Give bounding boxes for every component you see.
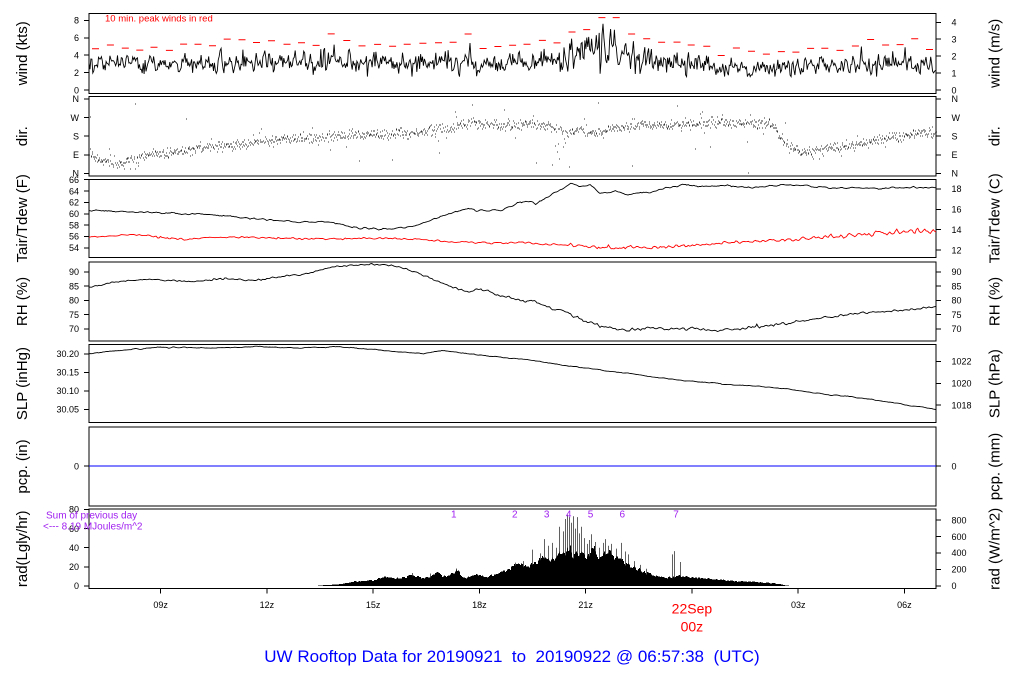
svg-text:75: 75 bbox=[952, 310, 962, 320]
svg-text:4: 4 bbox=[74, 50, 79, 60]
svg-text:1020: 1020 bbox=[952, 379, 972, 389]
svg-text:4: 4 bbox=[952, 18, 957, 28]
svg-text:1: 1 bbox=[451, 510, 457, 521]
svg-text:15z: 15z bbox=[366, 600, 381, 610]
svg-text:SLP (inHg): SLP (inHg) bbox=[14, 347, 31, 420]
svg-text:2: 2 bbox=[952, 51, 957, 61]
svg-text:1: 1 bbox=[952, 68, 957, 78]
svg-text:30.10: 30.10 bbox=[56, 386, 79, 396]
svg-text:wind (m/s): wind (m/s) bbox=[987, 19, 1004, 89]
svg-text:09z: 09z bbox=[153, 600, 168, 610]
svg-text:66: 66 bbox=[69, 175, 79, 185]
svg-text:85: 85 bbox=[952, 281, 962, 291]
svg-text:21z: 21z bbox=[578, 600, 593, 610]
svg-text:16: 16 bbox=[952, 205, 962, 215]
svg-text:rad(Lgly/hr): rad(Lgly/hr) bbox=[14, 510, 31, 587]
svg-text:6: 6 bbox=[620, 510, 626, 521]
svg-text:58: 58 bbox=[69, 220, 79, 230]
svg-text:30.20: 30.20 bbox=[56, 349, 79, 359]
svg-text:18: 18 bbox=[952, 184, 962, 194]
svg-text:SLP (hPa): SLP (hPa) bbox=[987, 349, 1004, 418]
svg-text:N: N bbox=[73, 169, 80, 179]
svg-text:1022: 1022 bbox=[952, 357, 972, 367]
svg-text:85: 85 bbox=[69, 281, 79, 291]
svg-text:90: 90 bbox=[69, 267, 79, 277]
svg-text:12: 12 bbox=[952, 245, 962, 255]
svg-text:4: 4 bbox=[566, 510, 572, 521]
svg-text:80: 80 bbox=[69, 296, 79, 306]
svg-text:00z: 00z bbox=[681, 619, 704, 635]
svg-text:0: 0 bbox=[952, 581, 957, 591]
svg-text:Sum of previous day: Sum of previous day bbox=[46, 511, 137, 522]
svg-text:20: 20 bbox=[69, 562, 79, 572]
svg-text:0: 0 bbox=[952, 85, 957, 95]
svg-text:8: 8 bbox=[74, 16, 79, 26]
svg-text:90: 90 bbox=[952, 267, 962, 277]
svg-text:2: 2 bbox=[512, 510, 518, 521]
svg-text:5: 5 bbox=[588, 510, 594, 521]
svg-text:S: S bbox=[952, 131, 958, 141]
svg-text:22Sep: 22Sep bbox=[672, 601, 713, 617]
svg-text:03z: 03z bbox=[791, 600, 806, 610]
svg-text:60: 60 bbox=[69, 524, 79, 534]
svg-text:1018: 1018 bbox=[952, 400, 972, 410]
svg-text:75: 75 bbox=[69, 310, 79, 320]
svg-text:600: 600 bbox=[952, 532, 967, 542]
svg-text:pcp. (in): pcp. (in) bbox=[14, 439, 31, 493]
svg-text:W: W bbox=[71, 113, 80, 123]
svg-text:RH (%): RH (%) bbox=[14, 277, 31, 326]
svg-text:80: 80 bbox=[69, 505, 79, 515]
svg-text:N: N bbox=[952, 169, 959, 179]
svg-text:N: N bbox=[73, 94, 80, 104]
svg-text:70: 70 bbox=[69, 324, 79, 334]
svg-text:S: S bbox=[73, 131, 79, 141]
svg-text:18z: 18z bbox=[472, 600, 487, 610]
svg-text:UW Rooftop Data for 20190921: UW Rooftop Data for 20190921 to 20190922… bbox=[264, 647, 759, 666]
svg-text:Tair/Tdew (F): Tair/Tdew (F) bbox=[14, 174, 31, 262]
svg-text:E: E bbox=[73, 150, 79, 160]
svg-text:E: E bbox=[952, 150, 958, 160]
svg-text:0: 0 bbox=[74, 581, 79, 591]
svg-text:0: 0 bbox=[74, 85, 79, 95]
svg-text:62: 62 bbox=[69, 198, 79, 208]
svg-text:6: 6 bbox=[74, 33, 79, 43]
svg-text:30.05: 30.05 bbox=[56, 405, 79, 415]
svg-text:54: 54 bbox=[69, 243, 79, 253]
svg-text:80: 80 bbox=[952, 296, 962, 306]
svg-text:200: 200 bbox=[952, 565, 967, 575]
svg-text:56: 56 bbox=[69, 232, 79, 242]
svg-text:W: W bbox=[952, 113, 961, 123]
svg-text:<--- 8.19 MJoules/m^2: <--- 8.19 MJoules/m^2 bbox=[43, 522, 143, 533]
svg-text:10 min. peak winds in red: 10 min. peak winds in red bbox=[105, 14, 213, 25]
svg-text:0: 0 bbox=[74, 461, 79, 471]
svg-text:30.15: 30.15 bbox=[56, 368, 79, 378]
svg-text:3: 3 bbox=[952, 34, 957, 44]
svg-text:800: 800 bbox=[952, 515, 967, 525]
svg-text:12z: 12z bbox=[260, 600, 275, 610]
svg-text:2: 2 bbox=[74, 68, 79, 78]
svg-text:7: 7 bbox=[673, 510, 679, 521]
svg-text:wind (kts): wind (kts) bbox=[14, 21, 31, 86]
svg-text:RH (%): RH (%) bbox=[987, 277, 1004, 326]
svg-text:40: 40 bbox=[69, 543, 79, 553]
svg-text:Tair/Tdew (C): Tair/Tdew (C) bbox=[987, 173, 1004, 263]
svg-text:dir.: dir. bbox=[14, 126, 31, 146]
svg-text:400: 400 bbox=[952, 548, 967, 558]
svg-text:0: 0 bbox=[952, 461, 957, 471]
svg-text:70: 70 bbox=[952, 324, 962, 334]
svg-text:rad (W/m^2): rad (W/m^2) bbox=[987, 508, 1004, 590]
svg-text:60: 60 bbox=[69, 209, 79, 219]
svg-text:64: 64 bbox=[69, 186, 79, 196]
svg-text:pcp. (mm): pcp. (mm) bbox=[987, 433, 1004, 501]
svg-text:3: 3 bbox=[544, 510, 550, 521]
svg-text:dir.: dir. bbox=[987, 126, 1004, 146]
svg-text:N: N bbox=[952, 94, 959, 104]
svg-text:14: 14 bbox=[952, 225, 962, 235]
svg-text:06z: 06z bbox=[897, 600, 912, 610]
